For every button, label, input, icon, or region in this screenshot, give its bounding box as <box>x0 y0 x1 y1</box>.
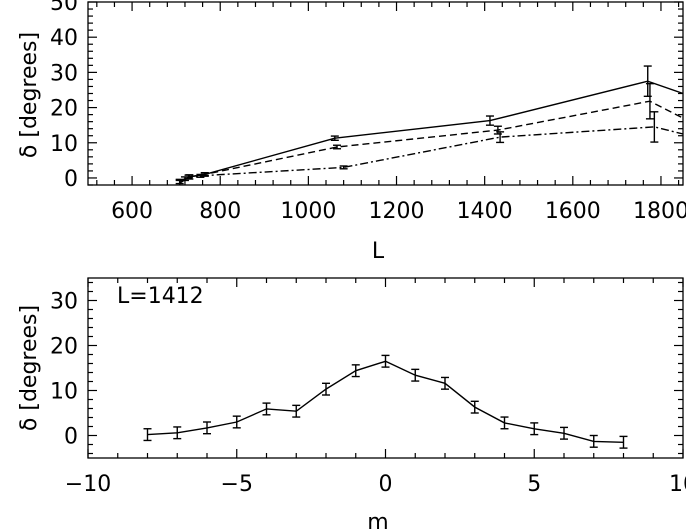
panel-delta-vs-m: −10 −5 0 5 10 0 10 20 30 L=1412 m δ [degrees] <box>17 277 686 531</box>
error-bar <box>619 435 628 449</box>
y-tick-label: 10 <box>50 380 78 405</box>
series-line-dashdot <box>184 126 683 180</box>
x-tick-label: 600 <box>111 199 153 224</box>
error-bar <box>322 382 330 396</box>
y-tick-label: 40 <box>50 26 78 51</box>
error-bar <box>470 400 479 414</box>
ticks-bottom: −10 −5 0 5 10 0 10 20 30 <box>50 278 686 497</box>
x-tick-label: 1200 <box>369 199 425 224</box>
y-tick-label: 20 <box>50 97 78 122</box>
x-tick-label: 800 <box>199 199 241 224</box>
x-axis-label-top: L <box>372 239 385 264</box>
error-bar <box>645 82 654 120</box>
y-tick-label: 0 <box>64 425 78 450</box>
y-axis-label-top: δ [degrees] <box>17 32 42 158</box>
x-tick-label: 1400 <box>457 199 513 224</box>
y-tick-label: 10 <box>50 132 78 157</box>
error-bar <box>339 165 348 170</box>
error-bar <box>589 434 598 448</box>
y-tick-label: 50 <box>50 0 78 16</box>
error-bar <box>330 135 339 142</box>
error-bar <box>203 421 211 435</box>
error-bar <box>500 416 509 430</box>
x-tick-label: 0 <box>379 472 393 497</box>
error-bar <box>560 426 568 440</box>
error-bar <box>175 178 184 185</box>
error-bar <box>351 364 360 378</box>
x-tick-label: 1000 <box>280 199 336 224</box>
error-bar <box>381 354 390 368</box>
error-bar <box>196 173 205 178</box>
series-group-bottom <box>143 354 628 449</box>
series-group-top <box>175 65 683 185</box>
error-bar <box>180 176 189 182</box>
x-tick-label: −5 <box>221 472 253 497</box>
y-tick-label: 30 <box>50 290 78 315</box>
y-tick-label: 0 <box>64 167 78 192</box>
x-axis-label-bottom: m <box>367 510 388 531</box>
series-clip-group <box>175 65 683 185</box>
error-bar <box>143 428 152 442</box>
error-bar <box>650 111 659 143</box>
error-bar <box>232 415 241 429</box>
x-tick-label: −10 <box>65 472 111 497</box>
error-bar <box>292 404 301 418</box>
y-axis-label-bottom: δ [degrees] <box>17 305 42 431</box>
panel-annotation: L=1412 <box>117 284 204 309</box>
error-bar <box>173 426 182 440</box>
x-tick-label: 10 <box>669 472 686 497</box>
x-tick-label: 1600 <box>545 199 601 224</box>
error-bar <box>530 422 539 436</box>
y-tick-label: 20 <box>50 335 78 360</box>
plot-frame-top <box>87 1 684 186</box>
series-line-solid <box>179 80 683 184</box>
x-tick-label: 1800 <box>633 199 686 224</box>
error-bar <box>441 376 449 390</box>
series-line-solid <box>147 360 624 443</box>
x-tick-label: 5 <box>527 472 541 497</box>
error-bar <box>485 115 494 126</box>
y-tick-label: 30 <box>50 61 78 86</box>
error-bar <box>411 368 420 382</box>
error-bar <box>496 131 505 144</box>
series-clip-group <box>143 354 628 449</box>
ticks-top: 600 800 1000 1200 1400 1600 1800 0 10 20 30 40 50 <box>50 0 686 224</box>
series-line-dashed <box>179 100 683 183</box>
error-bar <box>262 402 271 416</box>
error-bar <box>333 144 342 150</box>
